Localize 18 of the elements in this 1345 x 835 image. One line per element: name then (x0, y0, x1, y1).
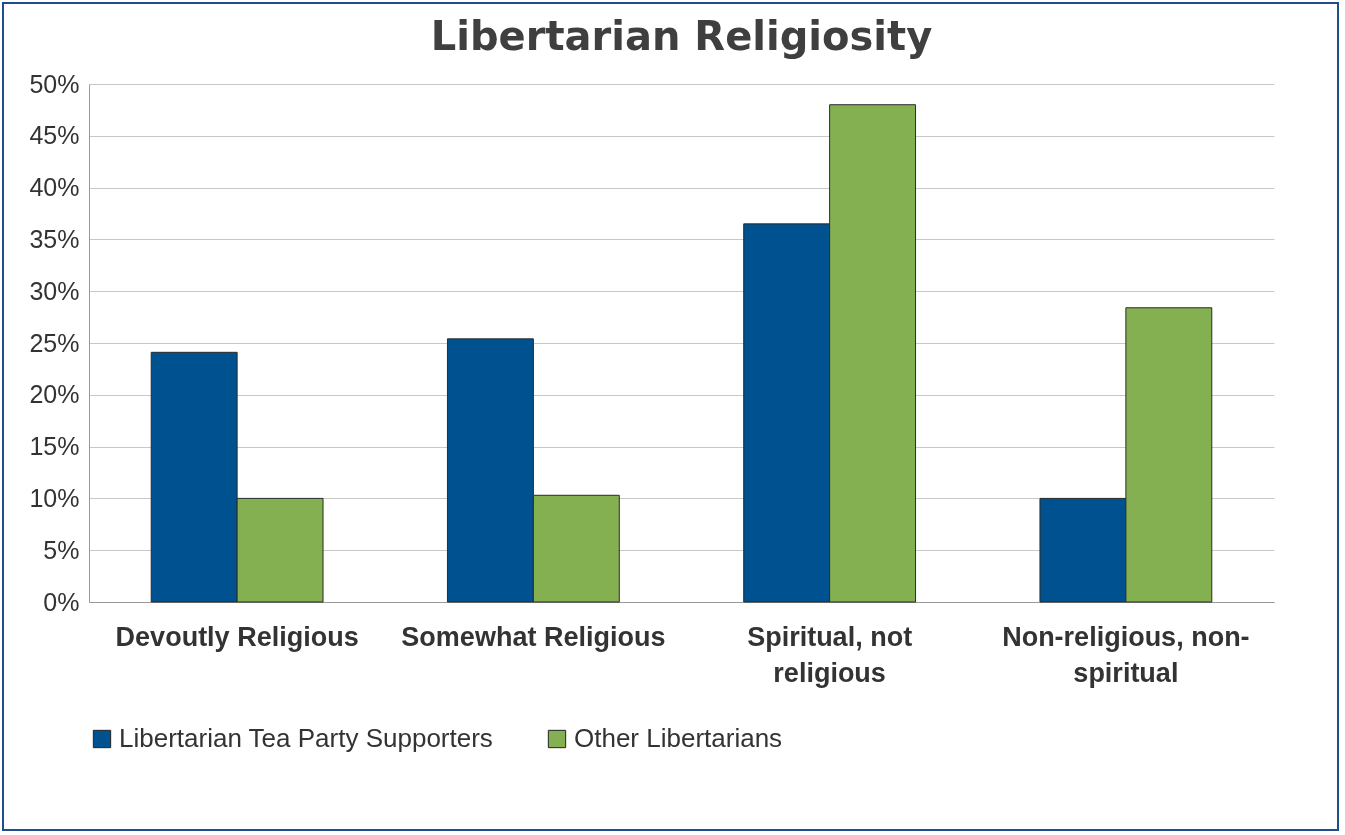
y-tick-label: 50% (29, 69, 80, 98)
y-tick-label: 20% (29, 380, 80, 409)
y-tick-label: 10% (29, 483, 80, 512)
y-tick-label: 0% (43, 587, 80, 616)
x-tick-label: Non-religious, non-spiritual (1002, 621, 1250, 688)
x-tick-label: Devoutly Religious (115, 621, 359, 652)
y-tick-label: 45% (29, 121, 80, 150)
y-tick-label: 30% (29, 276, 80, 305)
y-tick-label: 40% (29, 173, 80, 202)
y-tick-label: 5% (43, 535, 80, 564)
chart-title: Libertarian Religiosity (430, 13, 933, 59)
legend-label: Libertarian Tea Party Supporters (119, 723, 493, 753)
x-tick-label: Spiritual, not religious (747, 621, 913, 688)
legend-label: Other Libertarians (574, 723, 783, 753)
y-tick-label: 25% (29, 328, 80, 357)
x-tick-label: Somewhat Religious (401, 621, 666, 652)
y-tick-label: 15% (29, 432, 80, 461)
y-tick-label: 35% (29, 224, 80, 253)
